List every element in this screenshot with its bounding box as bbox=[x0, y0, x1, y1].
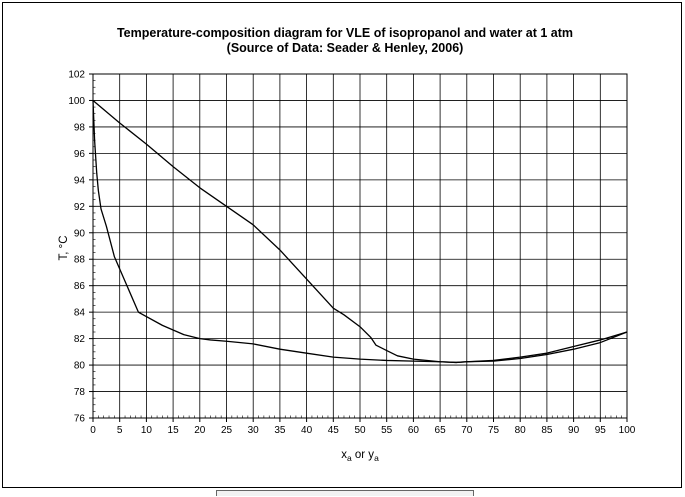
x-tick-label: 45 bbox=[328, 425, 340, 436]
y-tick-label: 82 bbox=[74, 334, 86, 345]
x-axis-label-sub-a: a bbox=[347, 453, 352, 463]
dew-point-curve bbox=[92, 99, 628, 364]
sheet-tab-strip bbox=[216, 490, 474, 496]
x-tick-label: 75 bbox=[488, 425, 500, 436]
x-tick-label: 100 bbox=[619, 425, 636, 436]
x-tick-label: 5 bbox=[117, 425, 123, 436]
x-tick-label: 25 bbox=[221, 425, 233, 436]
x-axis-label-sub-a2: a bbox=[374, 453, 379, 463]
chart-frame bbox=[2, 2, 682, 488]
x-axis-label-or-y: or y bbox=[352, 449, 375, 461]
grid-lines bbox=[89, 73, 628, 422]
y-tick-label: 100 bbox=[68, 96, 85, 107]
chart-subtitle: (Source of Data: Seader & Henley, 2006) bbox=[227, 41, 464, 55]
bubble-point-curve bbox=[92, 100, 628, 364]
x-tick-label: 95 bbox=[595, 425, 607, 436]
y-tick-label: 98 bbox=[74, 122, 86, 133]
y-tick-label: 90 bbox=[74, 228, 86, 239]
y-tick-label: 78 bbox=[74, 387, 86, 398]
x-tick-label: 40 bbox=[301, 425, 313, 436]
x-tick-label: 35 bbox=[274, 425, 286, 436]
chart-title: Temperature-composition diagram for VLE … bbox=[117, 26, 573, 40]
x-tick-label: 30 bbox=[248, 425, 260, 436]
plot-area-border bbox=[92, 73, 628, 419]
y-tick-label: 96 bbox=[74, 149, 86, 160]
x-axis-label: xa or ya bbox=[341, 449, 379, 463]
x-tick-label: 15 bbox=[168, 425, 180, 436]
x-tick-labels: 0 5 10 15 20 25 30 35 40 45 50 55 60 65 70 75 80 85 90 95 10… bbox=[90, 425, 636, 436]
x-tick-label: 10 bbox=[141, 425, 153, 436]
x-axis-label-x: x bbox=[341, 449, 347, 461]
y-tick-label: 94 bbox=[74, 175, 86, 186]
x-tick-label: 20 bbox=[194, 425, 206, 436]
y-tick-label: 92 bbox=[74, 202, 86, 213]
x-tick-label: 50 bbox=[354, 425, 366, 436]
x-tick-label: 65 bbox=[435, 425, 447, 436]
y-tick-label: 86 bbox=[74, 281, 86, 292]
y-tick-labels: 76 78 80 82 84 86 88 90 92 94 96 98 100 102 bbox=[68, 70, 85, 425]
x-tick-label: 55 bbox=[381, 425, 393, 436]
y-tick-label: 84 bbox=[74, 308, 86, 319]
y-tick-label: 102 bbox=[68, 70, 85, 81]
x-tick-label: 90 bbox=[568, 425, 580, 436]
x-tick-label: 80 bbox=[515, 425, 527, 436]
series-lines bbox=[92, 99, 628, 364]
x-tick-label: 85 bbox=[541, 425, 553, 436]
y-tick-label: 88 bbox=[74, 255, 86, 266]
x-tick-label: 70 bbox=[461, 425, 473, 436]
y-tick-label: 80 bbox=[74, 361, 86, 372]
y-axis-label: T, °C bbox=[58, 235, 70, 260]
x-tick-label: 60 bbox=[408, 425, 420, 436]
x-tick-label: 0 bbox=[90, 425, 96, 436]
y-tick-label: 76 bbox=[74, 414, 86, 425]
